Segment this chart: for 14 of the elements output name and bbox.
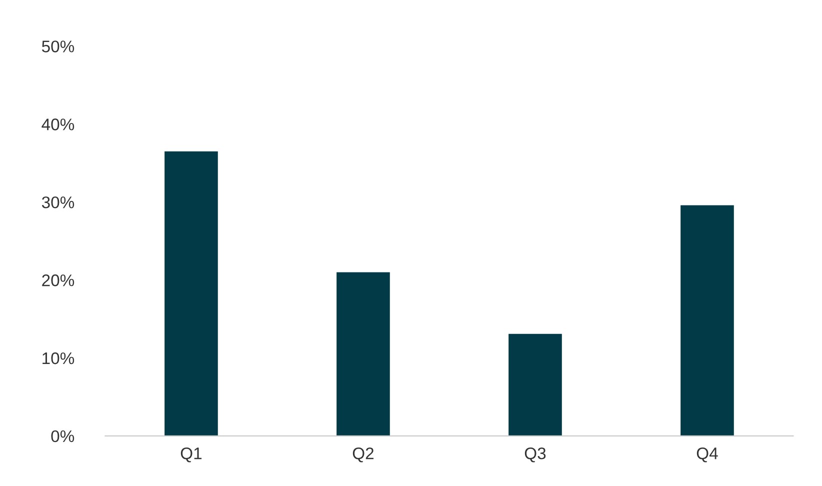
y-tick-label: 30% xyxy=(42,196,74,208)
y-tick-label: 40% xyxy=(42,118,74,130)
x-tick-label: Q4 xyxy=(696,447,718,462)
y-tick-label: 10% xyxy=(42,352,74,364)
y-tick-label: 50% xyxy=(42,40,74,52)
bar xyxy=(508,334,562,436)
x-tick-label: Q3 xyxy=(524,447,546,462)
x-tick-label: Q2 xyxy=(352,447,374,462)
y-tick-label: 0% xyxy=(51,430,74,442)
bar xyxy=(164,151,218,436)
y-tick-label: 20% xyxy=(42,274,74,286)
x-tick-label: Q1 xyxy=(180,447,202,462)
bar xyxy=(336,272,390,436)
bar xyxy=(680,205,734,436)
